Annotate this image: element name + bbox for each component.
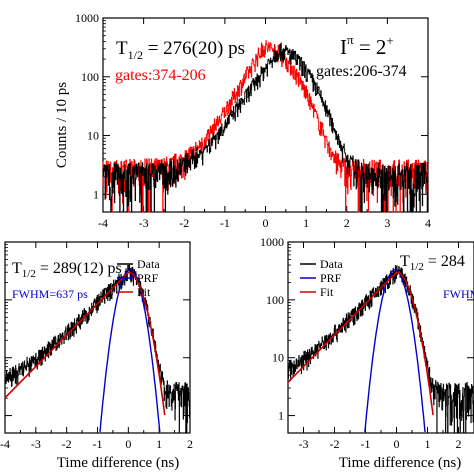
x-tick-label: 0 — [263, 216, 269, 230]
series-fit-line — [4, 271, 166, 416]
half-life-label-bottom-right: T1/2 = 284 — [400, 253, 465, 273]
panel-top: -4 -3 -2 -1 0 1 2 3 4 1 10 100 1000 Counts / 10 ps T… — [54, 11, 431, 230]
x-tick-label: -1 — [361, 437, 371, 451]
x-tick-label: -2 — [179, 216, 189, 230]
fwhm-label-bottom-left: FWHM=637 ps — [12, 287, 88, 301]
gate-label-black: gates:206-374 — [316, 63, 407, 80]
x-tick-label: 4 — [425, 216, 431, 230]
axis-ticks-bottom-left: -4 -3 -2 -1 0 1 2 — [0, 241, 193, 451]
y-tick-label: 1 — [93, 187, 99, 201]
series-prf-line — [364, 269, 426, 433]
x-tick-label: -2 — [330, 437, 340, 451]
series-fit-line — [287, 271, 434, 416]
half-life-label-top: T1/2 = 276(20) ps — [116, 38, 245, 62]
y-tick-label: 1000 — [75, 11, 99, 25]
x-tick-label: -1 — [93, 437, 103, 451]
spin-label: Iπ = 2+ — [340, 32, 394, 59]
x-tick-label: 2 — [344, 216, 350, 230]
legend-label: Fit — [320, 285, 334, 299]
x-axis-label-bottom-right: Time difference (ns) — [339, 455, 461, 471]
x-tick-label: -3 — [139, 216, 149, 230]
y-tick-label: 100 — [81, 70, 99, 84]
axis-ticks-bottom-right: -3 -2 -1 0 1 2 1 10 100 1000 — [260, 235, 474, 451]
y-tick-label: 1 — [278, 409, 284, 423]
x-tick-label: 2 — [456, 437, 462, 451]
panel-bottom-left: -4 -3 -2 -1 0 1 2 T1/2 = 289(12) ps FWHM=637 p… — [0, 241, 193, 471]
legend-label: PRF — [320, 271, 342, 285]
half-life-label-bottom-left: T1/2 = 289(12) ps — [12, 260, 122, 280]
series-black-histogram — [287, 265, 474, 434]
y-axis-label: Counts / 10 ps — [54, 82, 70, 168]
axis-ticks-top: -4 -3 -2 -1 0 1 2 3 4 1 10 100 1000 — [75, 11, 431, 230]
panel-bottom-right: -3 -2 -1 0 1 2 1 10 100 1000 T1/2 = 284 FWHM Data… — [260, 235, 474, 471]
fwhm-label-bottom-right: FWHM — [443, 287, 474, 301]
x-tick-label: -3 — [299, 437, 309, 451]
x-tick-label: -2 — [62, 437, 72, 451]
x-axis-label-bottom-left: Time difference (ns) — [57, 455, 179, 471]
legend-label: Data — [320, 257, 343, 271]
series-group-top — [102, 40, 429, 213]
x-tick-label: 2 — [187, 437, 193, 451]
legend-label: Data — [137, 257, 160, 271]
x-tick-label: 1 — [156, 437, 162, 451]
series-group-bottom-left — [4, 264, 191, 434]
x-tick-label: -3 — [31, 437, 41, 451]
legend-label: Fit — [137, 285, 151, 299]
y-tick-label: 10 — [272, 351, 284, 365]
x-tick-label: 0 — [394, 437, 400, 451]
x-tick-label: 3 — [384, 216, 390, 230]
y-tick-label: 100 — [266, 293, 284, 307]
legend-label: PRF — [137, 271, 159, 285]
x-tick-label: -4 — [0, 437, 10, 451]
y-tick-label: 1000 — [260, 235, 284, 249]
series-group-bottom-right — [287, 265, 474, 434]
y-tick-label: 10 — [87, 129, 99, 143]
x-tick-label: 1 — [425, 437, 431, 451]
x-tick-label: 1 — [303, 216, 309, 230]
series-prf-line — [99, 269, 161, 433]
x-tick-label: -4 — [98, 216, 108, 230]
x-tick-label: -1 — [220, 216, 230, 230]
gate-label-red: gates:374-206 — [115, 67, 206, 84]
x-tick-label: 0 — [125, 437, 131, 451]
series-black-histogram — [102, 42, 429, 213]
